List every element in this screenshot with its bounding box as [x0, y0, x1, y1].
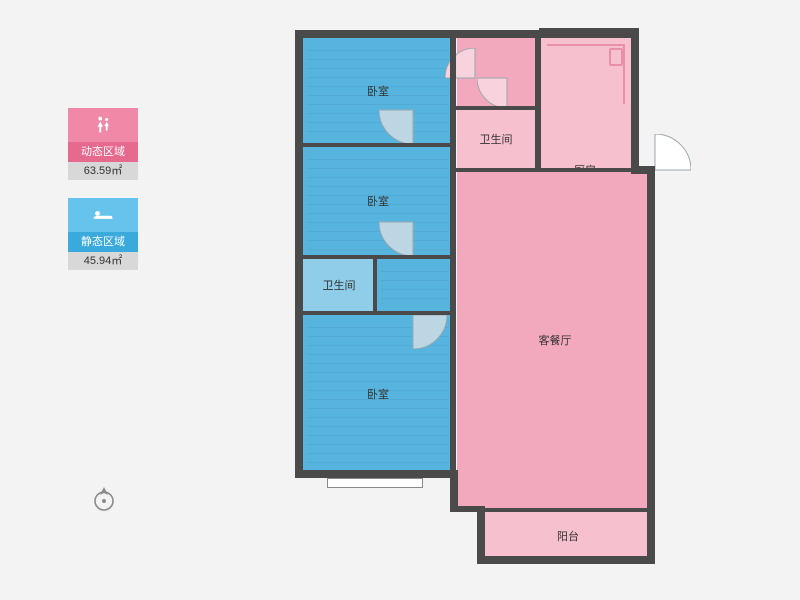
wall-4: [295, 30, 303, 478]
static-zone-label: 静态区域: [68, 232, 138, 252]
room-label-bath2: 卫生间: [480, 131, 513, 147]
door-arc-4: [477, 48, 537, 108]
wall-6: [450, 470, 458, 510]
wall-14: [535, 38, 541, 170]
door-arc-1: [379, 188, 447, 256]
room-living: 客餐厅: [457, 172, 653, 508]
wall-15: [455, 106, 537, 110]
wall-11: [647, 168, 655, 512]
dynamic-zone-value: 63.59㎡: [68, 162, 138, 180]
wall-16: [455, 168, 650, 172]
wall-19: [303, 311, 453, 315]
static-zone-legend: 静态区域 45.94㎡: [68, 198, 138, 270]
static-zone-value: 45.94㎡: [68, 252, 138, 270]
wall-5: [295, 470, 457, 478]
wall-20: [373, 259, 377, 313]
wall-17: [303, 143, 453, 147]
door-arc-2: [379, 281, 447, 349]
wall-10: [647, 506, 655, 562]
wall-21: [481, 508, 649, 512]
people-icon: [68, 108, 138, 142]
room-label-balcony: 阳台: [557, 528, 579, 544]
room-label-living: 客餐厅: [539, 332, 572, 348]
sleep-icon: [68, 198, 138, 232]
room-bath2: 卫生间: [457, 110, 535, 168]
wall-3: [631, 30, 639, 170]
room-balcony: 阳台: [483, 512, 653, 560]
floorplan: 卧室卧室卫生间卧室卫生间厨房客餐厅阳台: [295, 30, 665, 570]
dynamic-zone-label: 动态区域: [68, 142, 138, 162]
room-label-bedroom3: 卧室: [367, 386, 389, 402]
door-arc-0: [379, 76, 447, 144]
wall-2: [539, 28, 639, 38]
compass-icon: [90, 485, 118, 513]
wall-0: [295, 30, 539, 38]
wall-18: [303, 255, 453, 259]
wall-8: [477, 506, 485, 562]
dynamic-zone-legend: 动态区域 63.59㎡: [68, 108, 138, 180]
balcony-window: [327, 478, 423, 488]
sink-icon: [609, 48, 623, 66]
zone-legend: 动态区域 63.59㎡ 静态区域 45.94㎡: [68, 108, 138, 288]
room-bathroom1: 卫生间: [303, 259, 375, 311]
room-label-bathroom1: 卫生间: [323, 277, 356, 293]
wall-9: [477, 556, 655, 564]
